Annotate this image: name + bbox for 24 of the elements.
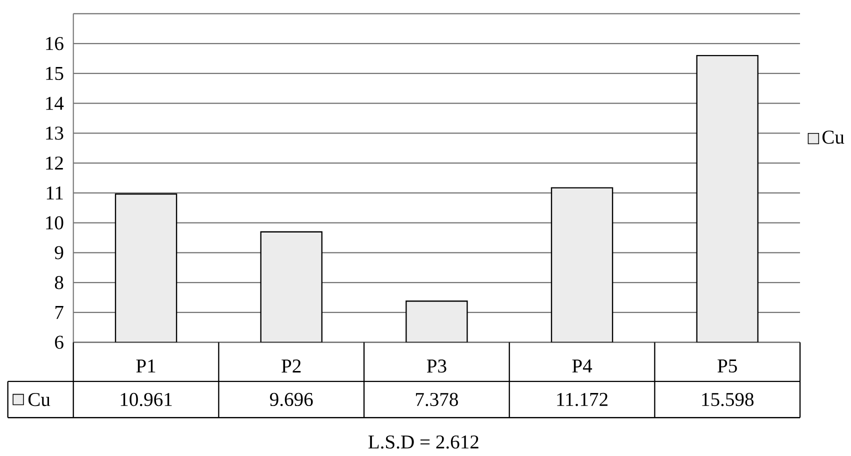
data-label: 7.378	[416, 393, 458, 406]
text: L.S.D = 2.612	[368, 436, 478, 449]
legend-label: Cu	[822, 130, 844, 144]
data-label: 9.696	[270, 393, 313, 406]
x-tick-label: P5	[718, 360, 737, 373]
data-label: 15.598	[702, 393, 754, 406]
text: Cu	[28, 393, 50, 406]
data-label: 10.961	[120, 393, 172, 406]
y-tick-label: 10	[46, 216, 64, 230]
y-tick-label: 16	[46, 37, 64, 50]
y-tick-label: 8	[54, 276, 64, 290]
y-tick-label: 12	[46, 156, 63, 170]
y-tick-label: 13	[46, 126, 64, 140]
y-tick-label: 9	[54, 246, 64, 260]
y-tick-label: 6	[55, 336, 64, 349]
x-tick-label: P1	[136, 360, 156, 373]
y-tick-label: 14	[46, 96, 64, 110]
x-tick-label: P3	[426, 360, 446, 373]
y-tick-label: 15	[46, 67, 64, 80]
data-label: 11.172	[557, 393, 608, 406]
y-tick-label: 7	[55, 306, 64, 319]
x-tick-label: P2	[282, 360, 301, 373]
y-tick-label: 11	[46, 186, 63, 200]
x-tick-label: P4	[572, 360, 592, 373]
